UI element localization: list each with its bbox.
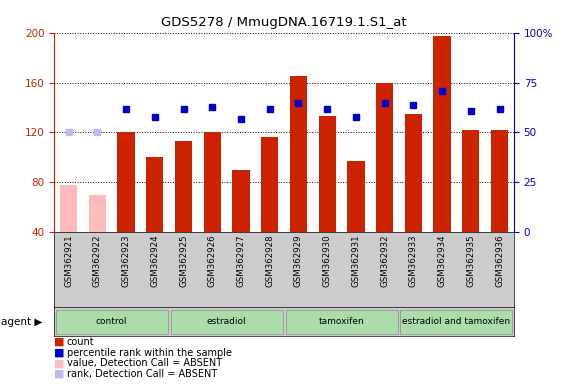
Text: GSM362934: GSM362934 xyxy=(437,235,447,287)
Text: rank, Detection Call = ABSENT: rank, Detection Call = ABSENT xyxy=(67,369,217,379)
Bar xyxy=(89,195,106,232)
Text: estradiol: estradiol xyxy=(207,317,247,326)
Text: GSM362929: GSM362929 xyxy=(294,235,303,287)
Text: ■: ■ xyxy=(54,358,65,368)
Bar xyxy=(433,36,451,232)
Text: tamoxifen: tamoxifen xyxy=(319,317,364,326)
FancyBboxPatch shape xyxy=(56,310,168,334)
Text: ■: ■ xyxy=(54,369,65,379)
Bar xyxy=(347,161,364,232)
FancyBboxPatch shape xyxy=(286,310,397,334)
Text: GSM362923: GSM362923 xyxy=(122,235,131,287)
Text: GSM362925: GSM362925 xyxy=(179,235,188,287)
Text: GSM362931: GSM362931 xyxy=(351,235,360,287)
Bar xyxy=(146,157,163,232)
Text: GSM362924: GSM362924 xyxy=(150,235,159,287)
Text: percentile rank within the sample: percentile rank within the sample xyxy=(67,348,232,358)
Bar xyxy=(118,132,135,232)
Bar xyxy=(175,141,192,232)
Text: value, Detection Call = ABSENT: value, Detection Call = ABSENT xyxy=(67,358,222,368)
Text: count: count xyxy=(67,337,94,347)
Text: ■: ■ xyxy=(54,337,65,347)
Bar xyxy=(319,116,336,232)
Text: GSM362930: GSM362930 xyxy=(323,235,332,287)
Text: GSM362935: GSM362935 xyxy=(467,235,475,287)
Text: agent ▶: agent ▶ xyxy=(1,316,42,327)
Text: GSM362927: GSM362927 xyxy=(236,235,246,287)
Text: estradiol and tamoxifen: estradiol and tamoxifen xyxy=(403,317,510,326)
FancyBboxPatch shape xyxy=(400,310,512,334)
Text: GSM362932: GSM362932 xyxy=(380,235,389,287)
Title: GDS5278 / MmugDNA.16719.1.S1_at: GDS5278 / MmugDNA.16719.1.S1_at xyxy=(161,16,407,29)
Bar xyxy=(232,170,250,232)
Text: ■: ■ xyxy=(54,348,65,358)
Text: GSM362928: GSM362928 xyxy=(265,235,274,287)
Bar xyxy=(405,114,422,232)
Bar xyxy=(60,185,77,232)
FancyBboxPatch shape xyxy=(171,310,283,334)
Text: GSM362921: GSM362921 xyxy=(64,235,73,287)
Bar xyxy=(261,137,278,232)
Bar xyxy=(462,130,480,232)
Text: GSM362922: GSM362922 xyxy=(93,235,102,287)
Text: GSM362933: GSM362933 xyxy=(409,235,418,287)
Bar xyxy=(491,130,508,232)
Bar xyxy=(376,83,393,232)
Text: GSM362936: GSM362936 xyxy=(495,235,504,287)
Text: control: control xyxy=(96,317,127,326)
Bar xyxy=(204,132,221,232)
Bar xyxy=(290,76,307,232)
Text: GSM362926: GSM362926 xyxy=(208,235,217,287)
